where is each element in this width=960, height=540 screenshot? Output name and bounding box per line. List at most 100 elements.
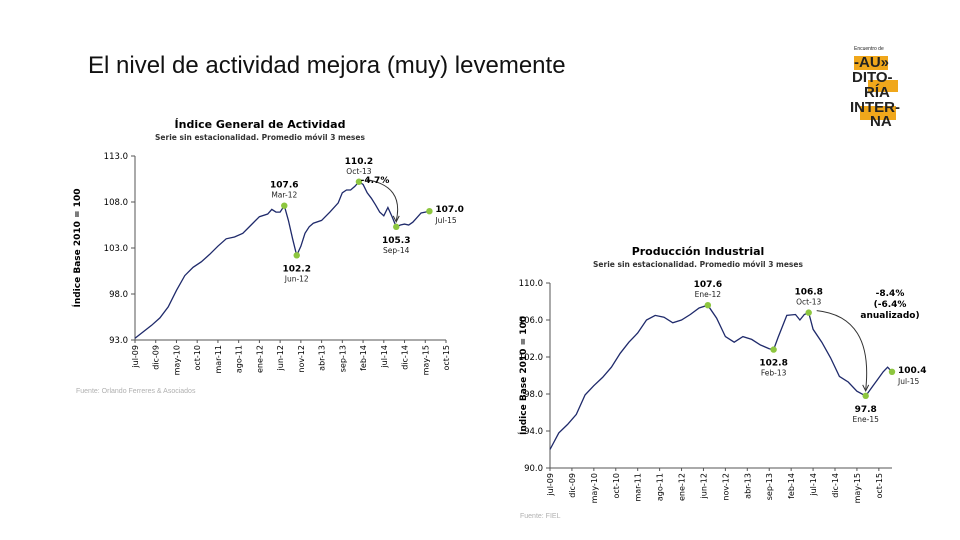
data-label-date: Jun-12 (284, 274, 309, 283)
x-tick-label: ago-11 (235, 345, 244, 373)
data-label-value: 102.8 (759, 359, 787, 369)
logo-line: NA (870, 113, 892, 130)
logo-line: INTER- (850, 99, 900, 116)
x-tick-label: jul-14 (809, 473, 818, 497)
data-label-date: Jul-15 (897, 377, 920, 386)
data-point-marker (770, 346, 777, 353)
data-label-date: Ene-15 (853, 415, 880, 424)
logo-accent-block (860, 106, 896, 120)
x-tick-label: oct-10 (193, 345, 202, 371)
logo-accent-block (854, 56, 888, 70)
x-tick-label: may-10 (172, 345, 181, 375)
x-tick-label: may-15 (853, 473, 862, 503)
y-tick-label: 102.0 (519, 353, 543, 363)
series-line (549, 304, 893, 450)
y-tick-label: 93.0 (109, 336, 128, 346)
x-tick-label: sep-13 (765, 473, 774, 500)
logo-line: -AU» (854, 54, 889, 71)
x-tick-label: may-15 (421, 345, 430, 375)
x-tick-label: ene-12 (255, 345, 264, 373)
data-label-value: 97.8 (855, 405, 877, 415)
data-label-date: Feb-13 (761, 369, 787, 378)
x-tick-label: jun-12 (699, 473, 708, 499)
data-label-value: 107.6 (270, 181, 298, 191)
data-point-marker (704, 302, 712, 309)
data-label-value: 102.2 (282, 264, 310, 274)
y-tick-label: 90.0 (524, 464, 543, 474)
x-tick-label: feb-14 (787, 473, 796, 499)
change-label: anualizado) (860, 311, 919, 321)
data-label-date: Jul-15 (434, 216, 457, 225)
x-tick-label: dic-14 (401, 345, 410, 370)
y-axis-label: Índice Base 2010 = 100 (517, 316, 529, 435)
logo-tagline: Encuentro de (854, 46, 884, 52)
logo-line: DITO- (852, 69, 893, 86)
y-tick-label: 106.0 (519, 316, 543, 326)
change-arrow (366, 179, 399, 221)
x-tick-label: mar-11 (214, 345, 223, 374)
x-tick-label: feb-14 (359, 345, 368, 371)
x-tick-label: dic-09 (152, 345, 161, 370)
series-line (134, 180, 430, 339)
x-tick-label: abr-13 (743, 473, 752, 499)
y-tick-label: 108.0 (104, 198, 128, 208)
x-tick-label: mar-11 (634, 473, 643, 502)
y-tick-label: 110.0 (519, 279, 543, 289)
x-tick-label: dic-14 (831, 473, 840, 498)
change-label: -4.7% (361, 176, 390, 186)
x-tick-label: sep-13 (338, 345, 347, 372)
x-tick-label: ago-11 (656, 473, 665, 501)
change-arrow-head (392, 215, 400, 223)
slide-title: El nivel de actividad mejora (muy) levem… (88, 52, 566, 79)
data-point-marker (888, 368, 896, 375)
activity-index-chart: Índice General de Actividad Serie sin est… (71, 118, 464, 375)
x-tick-label: may-10 (590, 473, 599, 503)
x-tick-label: jul-09 (131, 345, 140, 369)
data-label-value: 107.0 (435, 205, 463, 215)
industrial-production-chart: Producción Industrial Serie sin estaciona… (517, 245, 926, 503)
chart-title: Índice General de Actividad (175, 118, 346, 131)
x-tick-label: oct-15 (442, 345, 451, 371)
data-point-marker (393, 223, 400, 231)
chart-subtitle: Serie sin estacionalidad. Promedio móvil… (155, 133, 365, 142)
x-tick-label: jun-12 (276, 345, 285, 371)
data-label-value: 110.2 (345, 157, 373, 167)
change-label: -8.4% (876, 289, 905, 299)
data-label-value: 106.8 (794, 288, 822, 298)
chart-source: Fuente: Orlando Ferreres & Asociados (76, 388, 196, 395)
y-tick-label: 113.0 (104, 152, 128, 162)
auditoria-interna-logo: Encuentro de -AU» DITO- RÍA INTER- NA (850, 46, 900, 130)
x-tick-label: dic-09 (568, 473, 577, 498)
data-label-date: Mar-12 (271, 191, 297, 200)
y-axis-label: Índice Base 2010 = 100 (71, 188, 83, 307)
x-tick-label: jul-14 (380, 345, 389, 369)
data-label-date: Oct-13 (346, 167, 371, 176)
data-label-value: 100.4 (898, 366, 926, 376)
x-tick-label: nov-12 (721, 473, 730, 501)
data-label-date: Sep-14 (383, 246, 410, 255)
data-label-date: Oct-13 (796, 298, 821, 307)
data-point-marker (426, 208, 433, 215)
change-label: (-6.4% (874, 300, 907, 310)
y-tick-label: 94.0 (524, 427, 543, 437)
data-point-marker (355, 178, 363, 185)
data-point-marker (805, 309, 812, 316)
data-point-marker (293, 252, 300, 259)
x-tick-label: abr-13 (318, 345, 327, 371)
x-tick-label: nov-12 (297, 345, 306, 373)
data-label-date: Ene-12 (695, 290, 722, 299)
change-arrow (816, 310, 868, 390)
x-tick-label: oct-15 (875, 473, 884, 499)
data-point-marker (862, 392, 869, 400)
x-tick-label: jul-09 (546, 473, 555, 497)
data-label-value: 105.3 (382, 236, 410, 246)
y-tick-label: 98.0 (109, 290, 128, 300)
change-arrow-head (862, 384, 870, 392)
logo-line: RÍA (864, 84, 890, 101)
data-point-marker (281, 202, 288, 209)
x-tick-label: oct-10 (612, 473, 621, 499)
x-tick-label: ene-12 (678, 473, 687, 501)
y-tick-label: 103.0 (104, 244, 128, 254)
data-label-value: 107.6 (694, 280, 722, 290)
chart-subtitle: Serie sin estacionalidad. Promedio móvil… (593, 260, 803, 269)
